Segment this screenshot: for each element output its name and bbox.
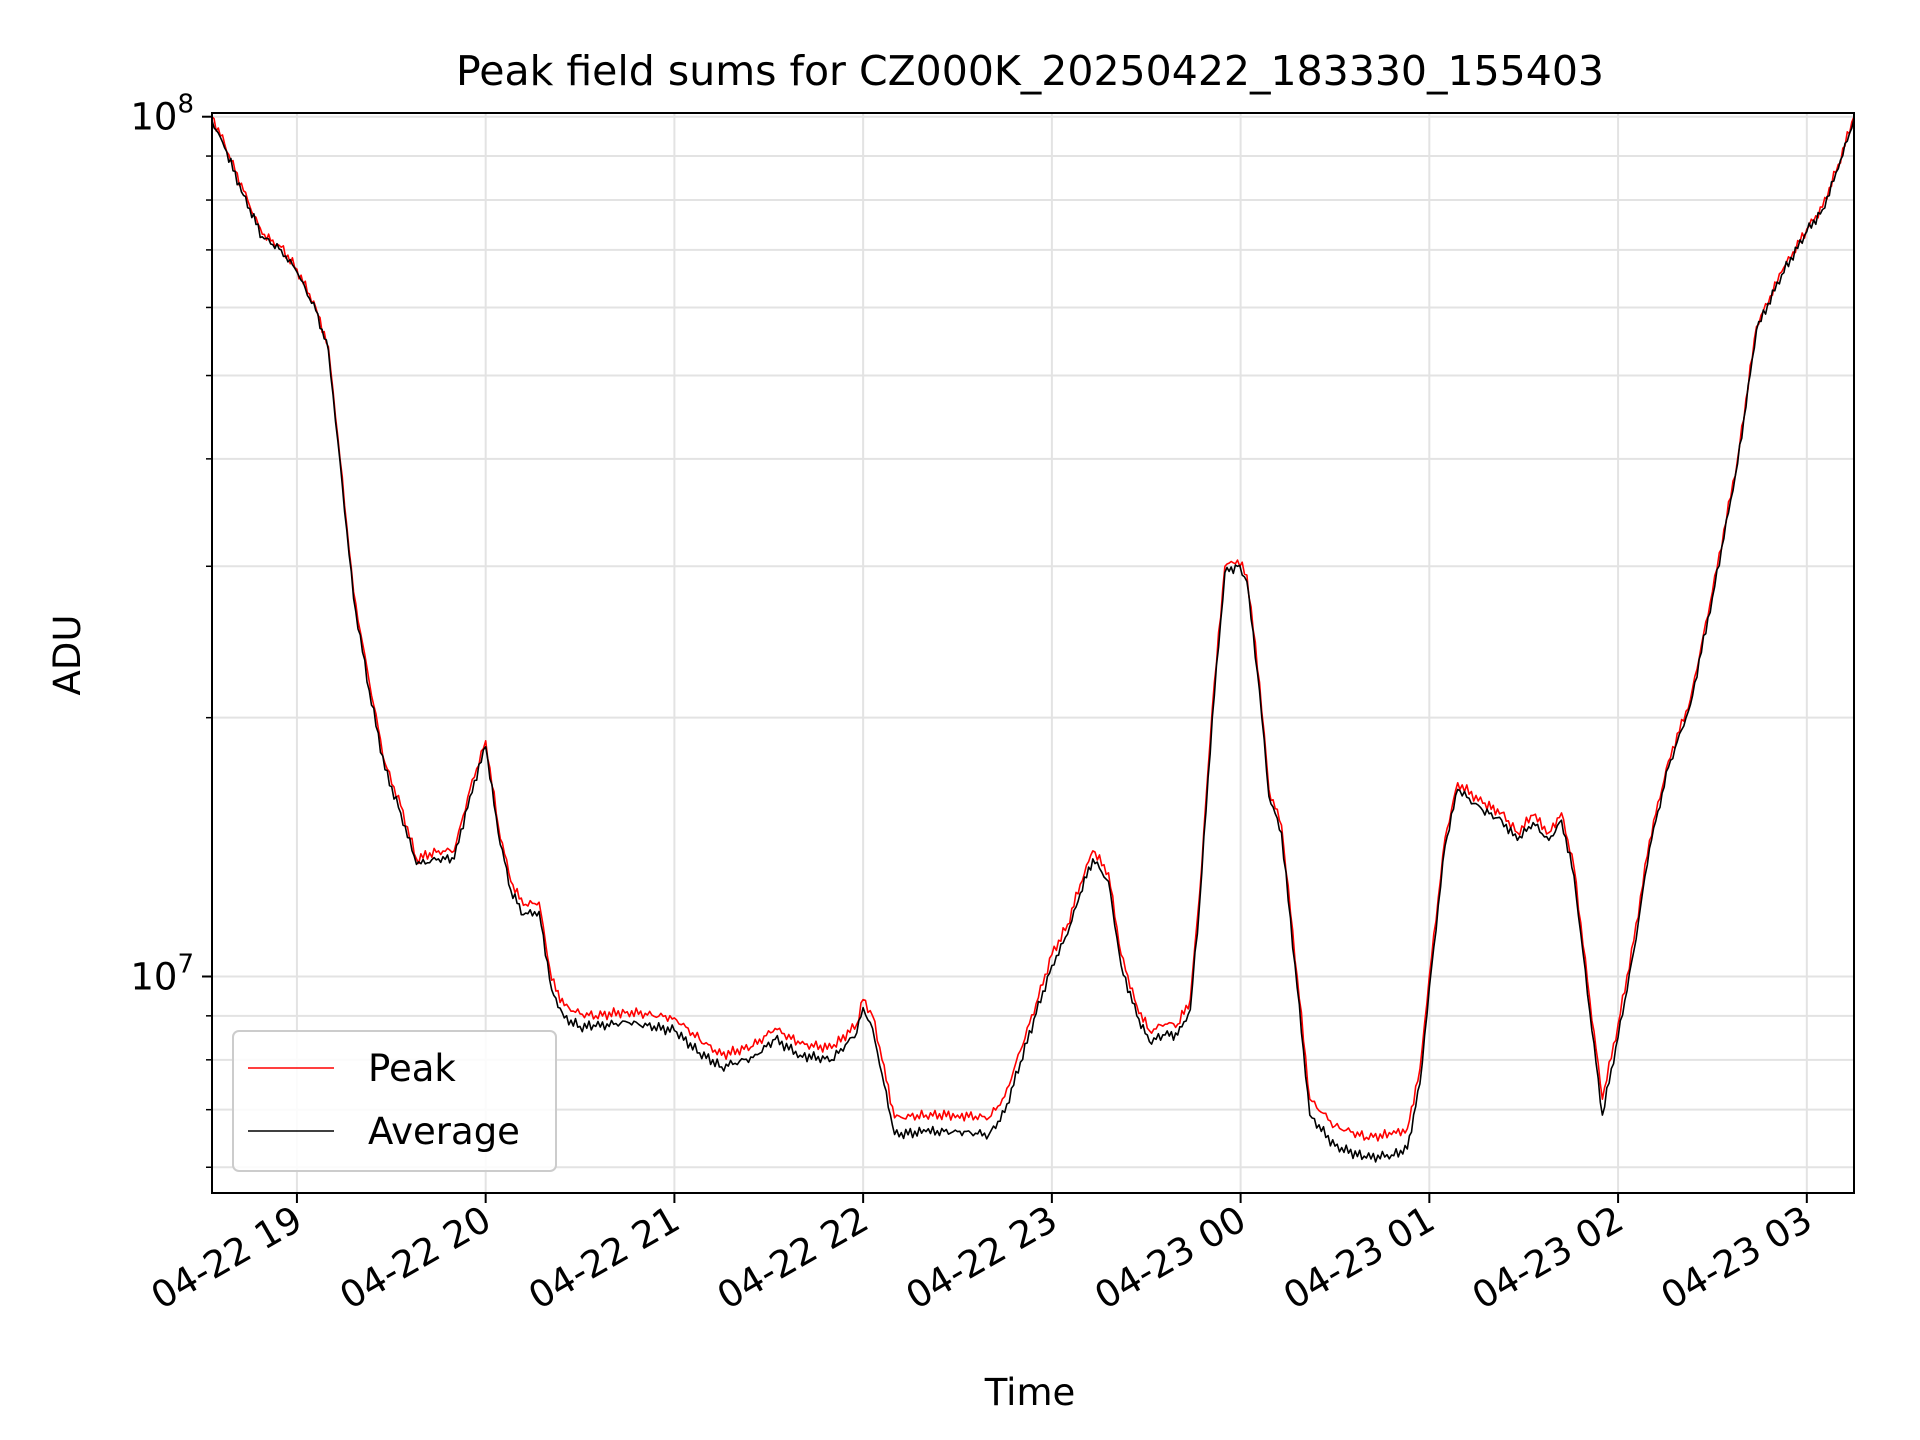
legend-box xyxy=(232,1030,557,1172)
series-line-average xyxy=(211,118,1855,1163)
y-tick-label: 108 xyxy=(130,90,194,139)
plot-frame xyxy=(211,112,1855,1194)
y-axis-label: ADU xyxy=(46,615,89,696)
series-average xyxy=(211,118,1855,1163)
series-layer xyxy=(211,116,1855,1163)
legend-label-peak: Peak xyxy=(368,1047,456,1090)
chart-title: Peak field sums for CZ000K_20250422_1833… xyxy=(456,47,1604,95)
x-axis-label: Time xyxy=(984,1371,1076,1414)
legend: Peak Average xyxy=(232,1030,557,1172)
legend-label-average: Average xyxy=(368,1110,520,1153)
y-tick-label: 107 xyxy=(130,949,194,998)
